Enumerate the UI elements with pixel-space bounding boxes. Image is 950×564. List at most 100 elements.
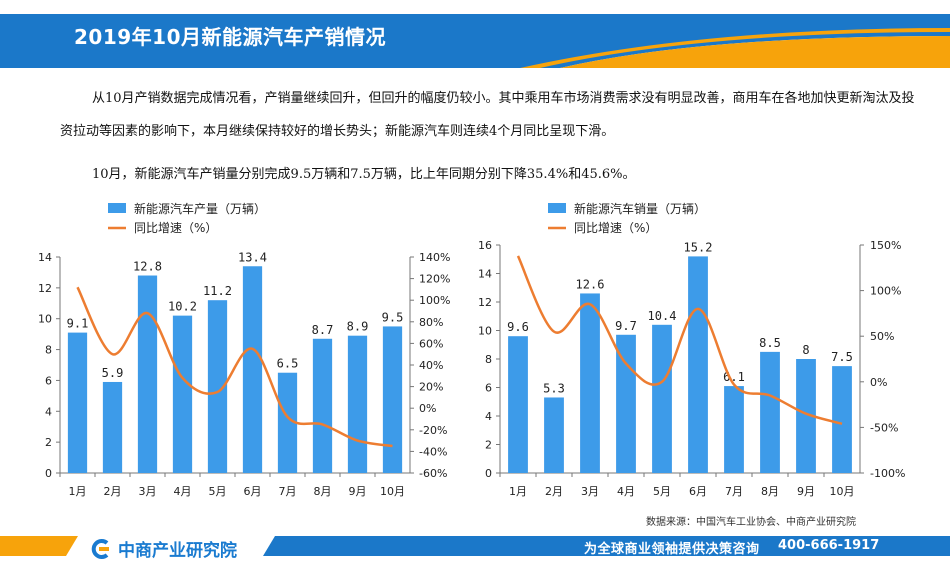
y-tick-label: 12 — [478, 296, 492, 309]
y-tick-label: 8 — [45, 344, 52, 357]
y-tick-label: 14 — [478, 268, 492, 281]
y-tick-label: 10 — [38, 313, 52, 326]
x-tick-label: 2月 — [545, 485, 563, 498]
bar-10月 — [382, 326, 403, 473]
x-tick-label: 4月 — [174, 485, 192, 498]
x-tick-label: 10月 — [830, 485, 855, 498]
y2-tick-label: 40% — [419, 359, 443, 372]
bar-5月 — [207, 300, 228, 473]
bar-value-label: 8.9 — [347, 320, 369, 334]
x-tick-label: 4月 — [617, 485, 635, 498]
x-tick-label: 6月 — [244, 485, 262, 498]
y2-tick-label: -60% — [419, 467, 447, 480]
y2-tick-label: 80% — [419, 316, 443, 329]
bar-value-label: 5.3 — [543, 381, 565, 395]
bar-value-label: 8.5 — [759, 336, 781, 350]
brand-logo: 中商产业研究院 — [90, 536, 237, 561]
bar-value-label: 13.4 — [238, 250, 267, 264]
bar-9月 — [796, 359, 816, 473]
legend-bar-label: 新能源汽车销量（万辆） — [574, 201, 706, 216]
bar-value-label: 7.5 — [831, 350, 853, 364]
bar-value-label: 9.5 — [382, 310, 404, 324]
bar-4月 — [172, 315, 193, 473]
x-tick-label: 3月 — [581, 485, 599, 498]
y2-tick-label: -40% — [419, 445, 447, 458]
footer-phone: 400-666-1917 — [778, 538, 880, 553]
bar-1月 — [508, 336, 528, 473]
header-band — [0, 14, 950, 68]
x-tick-label: 9月 — [349, 485, 367, 498]
y-tick-label: 8 — [485, 353, 492, 366]
x-tick-label: 2月 — [104, 485, 122, 498]
legend-bar-swatch — [548, 203, 566, 213]
legend-bar-swatch — [108, 203, 126, 213]
y2-tick-label: 20% — [419, 381, 443, 394]
bar-3月 — [137, 275, 158, 473]
bar-value-label: 12.8 — [133, 260, 162, 274]
y2-tick-label: 120% — [419, 273, 450, 286]
legend-line-label: 同比增速（%） — [574, 221, 657, 235]
bar-value-label: 15.2 — [684, 240, 713, 254]
bar-value-label: 10.2 — [168, 300, 197, 314]
y2-tick-label: 100% — [419, 294, 450, 307]
y-tick-label: 4 — [485, 410, 492, 423]
y-tick-label: 14 — [38, 251, 52, 264]
bar-9月 — [347, 335, 368, 473]
paragraph-summary: 从10月产销数据完成情况看，产销量继续回升，但回升的幅度仍较小。其中乘用车市场消… — [60, 91, 915, 139]
bar-8月 — [760, 351, 780, 473]
footer-band — [0, 532, 950, 558]
y-tick-label: 6 — [485, 382, 492, 395]
y-tick-label: 2 — [45, 436, 52, 449]
bar-value-label: 10.4 — [648, 309, 677, 323]
y-tick-label: 4 — [45, 405, 52, 418]
y-tick-label: 0 — [485, 467, 492, 480]
x-tick-label: 3月 — [139, 485, 157, 498]
y2-tick-label: 0% — [419, 402, 436, 415]
bar-10月 — [832, 366, 852, 473]
bar-value-label: 8 — [802, 343, 809, 357]
x-tick-label: 7月 — [279, 485, 297, 498]
y2-tick-label: 60% — [419, 337, 443, 350]
x-tick-label: 1月 — [509, 485, 527, 498]
y2-tick-label: 140% — [419, 251, 450, 264]
y-tick-label: 6 — [45, 374, 52, 387]
bar-3月 — [580, 293, 600, 473]
footer-slogan: 为全球商业领袖提供决策咨询 — [584, 542, 760, 557]
legend-bar-label: 新能源汽车产量（万辆） — [134, 201, 266, 216]
growth-rate-line — [516, 255, 843, 425]
production-chart: 新能源汽车产量（万辆） 同比增速（%） 0 2 4 6 8 10 12 14 -60% -40% -20… — [38, 201, 450, 498]
y2-tick-label: -100% — [870, 467, 905, 480]
bar-value-label: 12.6 — [576, 277, 605, 291]
bar-value-label: 9.1 — [67, 317, 89, 331]
x-tick-label: 10月 — [380, 485, 405, 498]
bar-7月 — [724, 386, 744, 473]
company-logo-icon — [91, 538, 109, 559]
y2-tick-label: 150% — [870, 239, 901, 252]
bar-value-label: 11.2 — [203, 284, 232, 298]
x-tick-label: 6月 — [689, 485, 707, 498]
page-title: 2019年10月新能源汽车产销情况 — [74, 25, 386, 49]
growth-rate-line — [76, 286, 393, 448]
x-tick-label: 5月 — [209, 485, 227, 498]
x-tick-label: 8月 — [314, 485, 332, 498]
y-tick-label: 0 — [45, 467, 52, 480]
y-tick-label: 2 — [485, 439, 492, 452]
legend-line-label: 同比增速（%） — [134, 221, 217, 235]
paragraph-figures: 10月，新能源汽车产销量分别完成9.5万辆和7.5万辆，比上年同期分别下降35.… — [92, 167, 636, 182]
data-source: 数据来源：中国汽车工业协会、中商产业研究院 — [646, 517, 856, 528]
bar-7月 — [277, 372, 298, 473]
bar-6月 — [242, 266, 263, 473]
y2-tick-label: -50% — [870, 421, 898, 434]
y2-tick-label: -20% — [419, 424, 447, 437]
sales-chart: 新能源汽车销量（万辆） 同比增速（%） 0 2 4 6 8 10 12 14 16 -100% -50%… — [478, 201, 905, 498]
x-tick-label: 7月 — [725, 485, 743, 498]
bar-2月 — [102, 381, 123, 473]
bar-2月 — [544, 397, 564, 473]
bar-value-label: 9.7 — [615, 319, 637, 333]
y2-tick-label: 0% — [870, 376, 887, 389]
bar-8月 — [312, 338, 333, 473]
bar-5月 — [652, 324, 672, 473]
bar-value-label: 8.7 — [312, 323, 334, 337]
x-tick-label: 9月 — [797, 485, 815, 498]
y2-tick-label: 50% — [870, 330, 894, 343]
